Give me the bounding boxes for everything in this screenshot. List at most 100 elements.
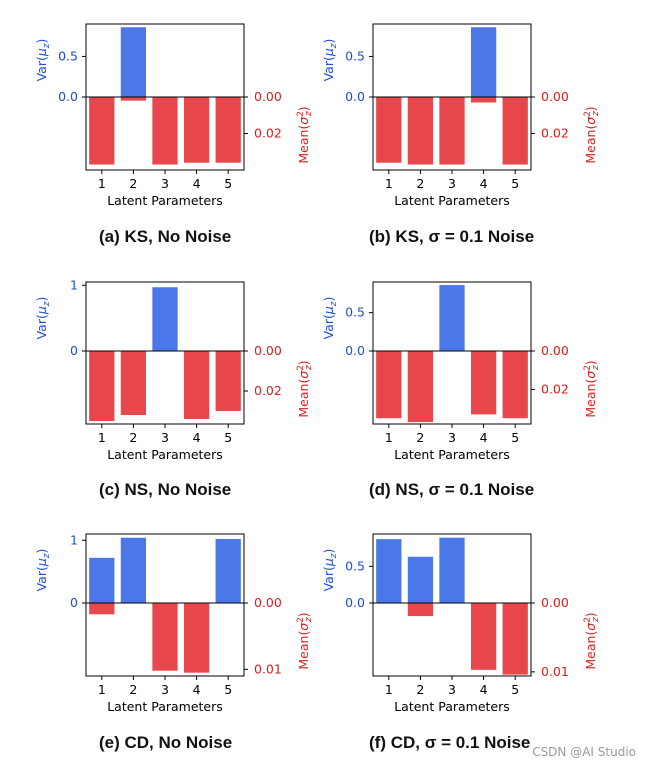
var-tick-label: 1 xyxy=(70,532,78,547)
mean-tick-label: 0.00 xyxy=(541,89,569,104)
x-axis-label: Latent Parameters xyxy=(394,193,510,208)
var-bar xyxy=(407,556,434,603)
caption-d: (d) NS, σ = 0.1 Noise xyxy=(369,480,534,500)
var-tick-label: 0.5 xyxy=(58,48,78,63)
var-bar xyxy=(376,539,402,603)
var-tick-label: 0.0 xyxy=(345,89,365,104)
mean-axis-label: Mean(σ2z) xyxy=(583,612,601,669)
var-tick-label: 0.5 xyxy=(345,48,365,63)
caption-noise: σ = 0.1 Noise xyxy=(424,733,531,752)
mean-tick-label: 0.01 xyxy=(541,664,569,679)
x-tick-label: 3 xyxy=(448,430,456,445)
x-tick-label: 3 xyxy=(161,430,169,445)
caption-f: (f) CD, σ = 0.1 Noise xyxy=(369,733,530,753)
mean-tick-label: 0.01 xyxy=(254,661,282,676)
x-tick-label: 2 xyxy=(416,682,424,697)
mean-bar xyxy=(376,351,402,419)
mean-bar xyxy=(215,97,241,163)
var-tick-label: 0.0 xyxy=(345,595,365,610)
x-axis-label: Latent Parameters xyxy=(107,699,223,714)
var-bar xyxy=(470,27,497,97)
x-axis-label: Latent Parameters xyxy=(394,699,510,714)
x-tick-label: 4 xyxy=(480,176,488,191)
caption-noise: No Noise xyxy=(157,227,232,246)
x-tick-label: 3 xyxy=(448,682,456,697)
mean-tick-label: 0.02 xyxy=(254,383,282,398)
x-tick-label: 4 xyxy=(193,430,201,445)
caption-prefix: (b) KS, xyxy=(369,227,429,246)
x-tick-label: 4 xyxy=(193,682,201,697)
caption-a: (a) KS, No Noise xyxy=(99,227,231,247)
mean-bar xyxy=(376,97,402,163)
x-tick-label: 5 xyxy=(224,176,232,191)
caption-noise: No Noise xyxy=(157,480,232,499)
mean-bar xyxy=(502,97,528,165)
caption-prefix: (f) CD, xyxy=(369,733,425,752)
mean-bar xyxy=(215,351,241,411)
mean-bar xyxy=(502,603,528,675)
caption-prefix: (a) KS, xyxy=(99,227,158,246)
x-tick-label: 4 xyxy=(480,430,488,445)
var-axis-label: Var(μz) xyxy=(321,39,339,82)
x-tick-label: 5 xyxy=(224,682,232,697)
x-tick-label: 5 xyxy=(224,430,232,445)
x-tick-label: 1 xyxy=(98,682,106,697)
caption-prefix: (e) CD, xyxy=(99,733,159,752)
var-axis-label: Var(μz) xyxy=(34,297,52,340)
mean-bar xyxy=(470,351,497,415)
mean-bar xyxy=(439,97,465,165)
x-tick-label: 2 xyxy=(416,430,424,445)
caption-prefix: (d) NS, xyxy=(369,480,429,499)
var-bar xyxy=(439,537,465,603)
mean-tick-label: 0.00 xyxy=(254,595,282,610)
x-tick-label: 5 xyxy=(511,176,519,191)
x-tick-label: 1 xyxy=(98,176,106,191)
caption-prefix: (c) NS, xyxy=(99,480,158,499)
mean-axis-label: Mean(σ2z) xyxy=(296,360,314,417)
mean-tick-label: 0.02 xyxy=(541,381,569,396)
mean-tick-label: 0.02 xyxy=(254,126,282,141)
mean-bar xyxy=(183,351,210,419)
mean-tick-label: 0.00 xyxy=(254,89,282,104)
caption-noise: No Noise xyxy=(158,733,233,752)
var-tick-label: 0.0 xyxy=(345,343,365,358)
var-bar xyxy=(152,287,178,351)
mean-bar xyxy=(470,603,497,670)
x-tick-label: 3 xyxy=(448,176,456,191)
mean-axis-label: Mean(σ2z) xyxy=(296,612,314,669)
mean-tick-label: 0.00 xyxy=(541,343,569,358)
var-tick-label: 0.5 xyxy=(345,305,365,320)
mean-tick-label: 0.02 xyxy=(541,126,569,141)
var-tick-label: 0.5 xyxy=(345,558,365,573)
x-tick-label: 3 xyxy=(161,176,169,191)
var-axis-label: Var(μz) xyxy=(321,297,339,340)
mean-bar xyxy=(183,603,210,673)
x-tick-label: 5 xyxy=(511,430,519,445)
mean-axis-label: Mean(σ2z) xyxy=(583,106,601,163)
var-axis-label: Var(μz) xyxy=(34,549,52,592)
x-tick-label: 1 xyxy=(385,682,393,697)
var-tick-label: 0 xyxy=(70,595,78,610)
var-bar xyxy=(89,557,115,603)
x-tick-label: 1 xyxy=(98,430,106,445)
x-axis-label: Latent Parameters xyxy=(107,447,223,462)
mean-bar xyxy=(152,97,178,165)
mean-bar xyxy=(89,97,115,165)
mean-bar xyxy=(152,603,178,671)
x-tick-label: 2 xyxy=(416,176,424,191)
x-tick-label: 4 xyxy=(480,682,488,697)
caption-b: (b) KS, σ = 0.1 Noise xyxy=(369,227,534,247)
mean-tick-label: 0.00 xyxy=(541,595,569,610)
var-bar xyxy=(439,285,465,351)
mean-bar xyxy=(120,351,147,415)
mean-bar xyxy=(407,603,434,617)
mean-bar xyxy=(407,97,434,165)
x-tick-label: 4 xyxy=(193,176,201,191)
